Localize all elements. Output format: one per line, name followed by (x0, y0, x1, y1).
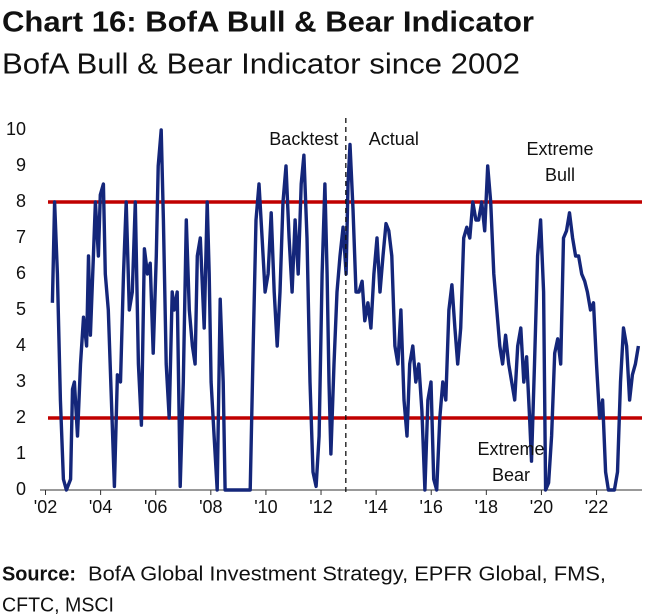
annotation: Actual (369, 129, 419, 149)
annotation: Backtest (269, 129, 338, 149)
y-tick-label: 5 (16, 299, 26, 319)
y-tick-label: 8 (16, 191, 26, 211)
y-tick-label: 6 (16, 263, 26, 283)
x-tick-label: '18 (475, 497, 498, 517)
source-label: Source: (2, 563, 76, 585)
x-tick-label: '02 (34, 497, 57, 517)
y-tick-label: 10 (6, 119, 26, 139)
y-tick-label: 7 (16, 227, 26, 247)
x-tick-label: '22 (585, 497, 608, 517)
annotation: Bull (545, 165, 575, 185)
y-tick-label: 2 (16, 407, 26, 427)
annotation: Extreme (477, 439, 544, 459)
chart-subtitle: BofA Bull & Bear Indicator since 2002 (2, 49, 520, 81)
x-tick-label: '14 (364, 497, 387, 517)
x-tick-label: '16 (419, 497, 442, 517)
source-text: CFTC, MSCI (2, 594, 114, 616)
x-tick-label: '06 (144, 497, 167, 517)
y-tick-label: 9 (16, 155, 26, 175)
annotation: Extreme (526, 139, 593, 159)
x-tick-label: '12 (309, 497, 332, 517)
x-tick-label: '04 (89, 497, 112, 517)
y-tick-label: 1 (16, 443, 26, 463)
annotation: Bear (492, 465, 530, 485)
x-tick-label: '20 (530, 497, 553, 517)
y-tick-label: 4 (16, 335, 26, 355)
chart-title: Chart 16: BofA Bull & Bear Indicator (2, 7, 534, 39)
x-tick-label: '08 (199, 497, 222, 517)
y-tick-label: 3 (16, 371, 26, 391)
x-tick-label: '10 (254, 497, 277, 517)
y-tick-label: 0 (16, 479, 26, 499)
source-text: BofA Global Investment Strategy, EPFR Gl… (88, 563, 606, 585)
